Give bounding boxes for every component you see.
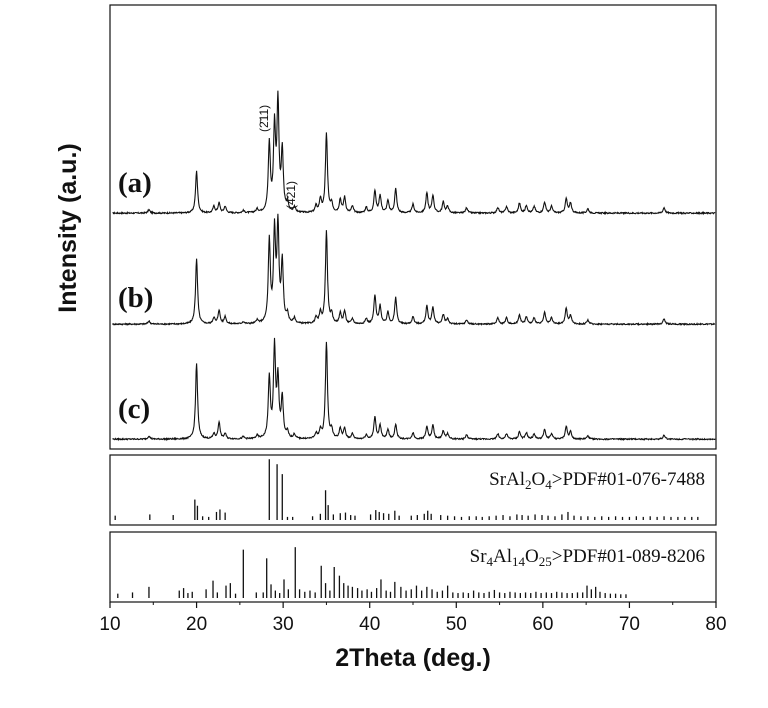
xrd-trace-2	[112, 213, 716, 327]
series-label-b: (b)	[118, 282, 153, 314]
x-tick-label-40: 40	[359, 614, 380, 635]
y-axis-title: Intensity (a.u.)	[54, 143, 82, 312]
xrd-pattern-panel	[109, 4, 717, 450]
series-label-c: (c)	[118, 393, 150, 425]
peak-annotation-421: (421)	[284, 181, 298, 209]
x-tick-label-10: 10	[99, 614, 120, 635]
x-axis-title: 2Theta (deg.)	[335, 644, 491, 672]
xrd-traces	[112, 90, 716, 442]
peak-annotation-211: (2̄11)	[257, 105, 271, 132]
x-axis: 10 20 30 40 50 60 70 80	[99, 602, 727, 635]
reference-lines	[114, 459, 699, 598]
reference-panel-sral2o4	[109, 454, 717, 526]
xrd-trace-3	[112, 337, 716, 442]
xrd-trace-1	[112, 90, 716, 216]
x-tick-label-20: 20	[186, 614, 207, 635]
x-tick-label-30: 30	[273, 614, 294, 635]
x-tick-label-50: 50	[446, 614, 467, 635]
x-tick-label-80: 80	[705, 614, 726, 635]
reference-label-sral2o4: SrAl2O4>PDF#01-076-7488	[489, 469, 705, 492]
x-tick-label-60: 60	[532, 614, 553, 635]
reference-panel-sr4al14o25	[109, 531, 717, 603]
series-label-a: (a)	[118, 167, 152, 199]
x-tick-label-70: 70	[619, 614, 640, 635]
reference-label-sr4al14o25: Sr4Al14O25>PDF#01-089-8206	[470, 546, 705, 569]
